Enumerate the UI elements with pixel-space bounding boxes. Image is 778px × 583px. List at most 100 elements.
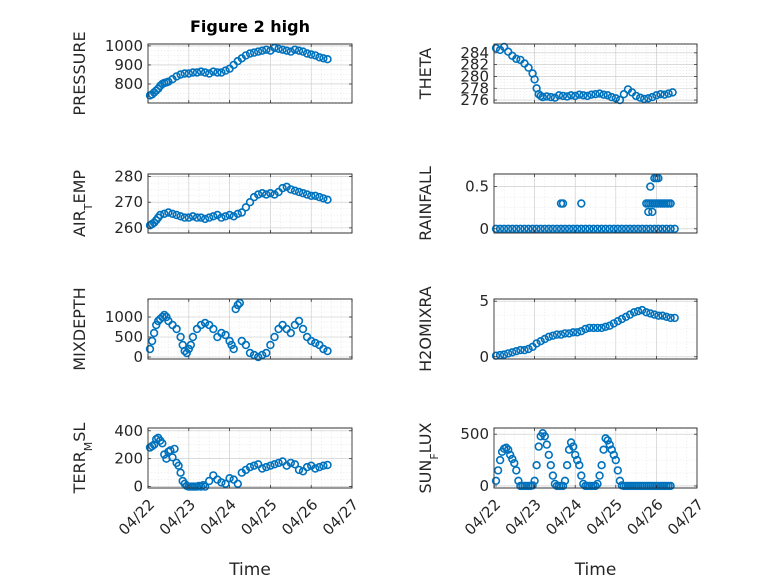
y-axis-label: THETA (416, 48, 435, 100)
data-point (642, 308, 651, 317)
data-point (158, 439, 167, 448)
data-points (491, 42, 677, 105)
data-point (666, 313, 675, 323)
data-point (605, 224, 614, 234)
data-point (323, 346, 332, 356)
data-point (249, 461, 259, 470)
x-axis-label: Time (228, 560, 271, 580)
axes-outline (147, 173, 353, 234)
data-point (160, 310, 169, 320)
data-point (200, 214, 210, 224)
subplot-air_temp: 260 270 280 AIRTEMP (70, 168, 353, 237)
data-point (637, 305, 647, 315)
data-point (200, 482, 210, 491)
data-point (544, 224, 553, 234)
data-point (566, 438, 576, 447)
data-point (323, 460, 332, 470)
y-tick-label: 500 (114, 328, 143, 346)
data-point (196, 320, 206, 330)
y-tick-label: 0 (133, 478, 143, 496)
data-point (644, 207, 653, 217)
data-point (558, 91, 568, 101)
data-point (491, 476, 501, 485)
data-point (200, 318, 210, 328)
data-point (298, 47, 308, 56)
data-point (229, 344, 238, 354)
data-point (524, 344, 533, 354)
data-points (145, 43, 332, 100)
data-point (599, 445, 608, 454)
y-tick-label: 0.5 (465, 178, 489, 196)
data-point (556, 224, 566, 234)
data-point (593, 479, 602, 489)
data-points (145, 182, 332, 230)
data-point (180, 346, 189, 356)
data-point (532, 461, 541, 470)
data-point (231, 304, 240, 314)
y-axis-label: AIRTEMP (70, 170, 95, 237)
data-point (262, 348, 271, 358)
x-tick-label: 04/23 (156, 496, 199, 539)
data-point (648, 92, 657, 102)
data-point (516, 224, 525, 234)
data-point (499, 350, 509, 359)
x-tick-label: 04/25 (583, 496, 626, 539)
data-point (568, 224, 578, 234)
data-point (644, 94, 653, 103)
data-point (601, 322, 610, 331)
y-tick-label: 500 (460, 425, 489, 443)
data-point (319, 461, 328, 470)
data-point (516, 345, 525, 355)
data-point (597, 323, 606, 333)
data-point (560, 476, 570, 485)
data-point (591, 89, 600, 99)
data-point (536, 337, 545, 346)
data-point (591, 481, 600, 491)
data-point (205, 213, 214, 222)
data-point (554, 91, 564, 100)
data-point (601, 224, 610, 234)
subplot-rainfall: 0 0.5 RAINFALL (416, 166, 698, 241)
data-point (512, 466, 521, 475)
data-point (186, 340, 196, 350)
data-point (532, 224, 541, 234)
subplot-h2omixra: 0 5 H2OMIXRA (416, 286, 698, 372)
data-point (290, 460, 300, 469)
data-point (579, 91, 588, 100)
data-point (658, 311, 667, 320)
data-point (225, 474, 234, 483)
axes-outline (147, 43, 353, 104)
data-point (621, 224, 631, 234)
data-point (182, 348, 192, 358)
data-point (499, 42, 509, 52)
data-point (546, 461, 555, 470)
data-point (323, 54, 332, 64)
data-point (196, 67, 206, 76)
data-point (538, 92, 547, 102)
data-point (560, 224, 570, 234)
data-point (568, 442, 578, 451)
data-points (145, 433, 332, 491)
data-points (491, 429, 675, 491)
data-point (514, 476, 523, 485)
y-tick-label: 800 (114, 75, 143, 93)
data-point (595, 89, 604, 98)
data-point (662, 224, 671, 234)
data-point (530, 75, 539, 84)
data-point (294, 46, 304, 55)
data-point (192, 213, 202, 222)
data-point (147, 336, 157, 346)
subplot-mixdepth: 0 500 1000 MIXDEPTH (70, 287, 353, 371)
data-point (650, 224, 659, 234)
axes-outline (147, 298, 353, 360)
data-point (587, 90, 596, 99)
y-tick-label: 5 (479, 292, 489, 310)
data-point (499, 224, 509, 234)
data-point (176, 468, 185, 477)
data-point (556, 330, 566, 339)
data-point (650, 310, 659, 319)
y-tick-label: 400 (114, 422, 143, 440)
data-point (633, 307, 643, 316)
